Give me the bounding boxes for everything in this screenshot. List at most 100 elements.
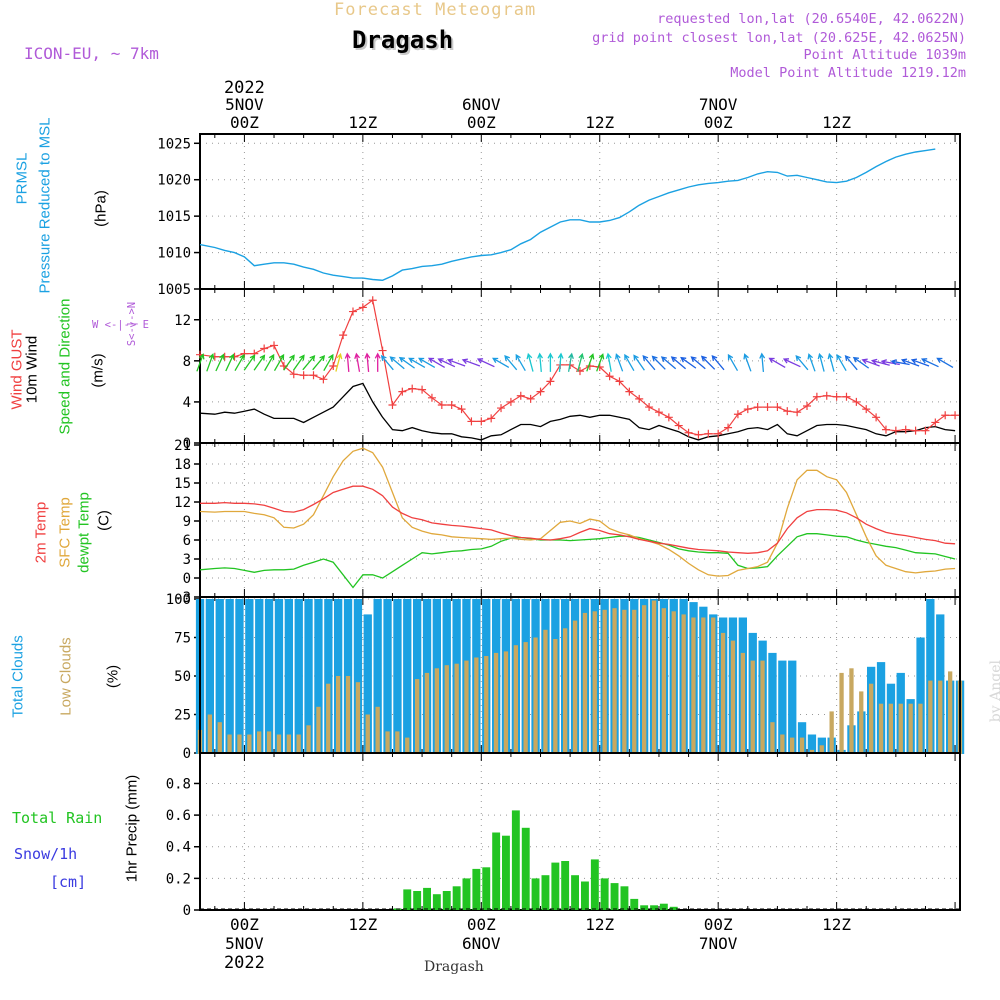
rain-bar	[581, 881, 589, 910]
bottom-time-label: 00Z	[704, 915, 733, 934]
gust-marker	[299, 371, 308, 380]
wind-arrow	[727, 353, 739, 372]
low-cloud-bar	[928, 680, 933, 754]
rain-bar	[482, 867, 491, 910]
gust-marker	[516, 391, 525, 400]
gust-marker	[654, 408, 663, 417]
wind-arrow	[670, 356, 687, 370]
wind-arrow	[427, 357, 446, 368]
wind-arrow	[910, 358, 930, 367]
total-cloud-bar	[353, 599, 363, 754]
gust-marker	[270, 341, 279, 350]
total-cloud-bar	[274, 599, 284, 754]
low-cloud-bar	[651, 600, 657, 754]
rain-bar	[521, 827, 530, 910]
gust-marker	[793, 408, 802, 417]
wind-arrow	[283, 354, 295, 371]
wind-arrow	[243, 354, 256, 371]
low-cloud-bar	[543, 629, 548, 754]
total-cloud-bar	[235, 599, 244, 754]
low-cloud-bar	[592, 611, 597, 754]
low-cloud-bar	[454, 663, 459, 754]
temp2m-line	[200, 485, 956, 554]
top-time-label: 00Z	[467, 113, 496, 132]
gust-marker	[546, 377, 555, 386]
wind-arrow	[344, 352, 351, 372]
total-cloud-bar	[363, 614, 372, 754]
wind-arrow	[225, 353, 235, 372]
low-cloud-bar	[365, 714, 370, 754]
y-tick-label: 15	[174, 476, 191, 492]
y-tick-label: 0.6	[166, 808, 191, 824]
gust-marker	[388, 401, 397, 409]
gust-marker	[931, 418, 940, 427]
low-cloud-bar	[237, 734, 242, 754]
low-cloud-bar	[770, 722, 775, 754]
snow-label: Snow/1h	[14, 845, 78, 863]
low-cloud-bar	[671, 611, 676, 754]
gust-marker	[427, 393, 436, 402]
low-cloud-bar	[572, 620, 578, 754]
low-cloud-bar	[207, 714, 212, 754]
bottom-time-label: 12Z	[822, 915, 851, 934]
rain-bar	[413, 891, 422, 910]
low-cloud-bar	[661, 608, 666, 754]
low-cloud-bar	[711, 617, 716, 754]
low-cloud-bar	[217, 722, 222, 754]
point-altitude: Point Altitude 1039m	[803, 47, 966, 63]
total-cloud-bar	[205, 599, 214, 754]
gust-marker	[497, 404, 506, 413]
grid-coords: grid point closest lon,lat (20.625E, 42.…	[592, 30, 966, 46]
gust-marker	[842, 392, 851, 401]
gust-marker	[812, 392, 821, 401]
low-cloud-bar	[730, 640, 736, 754]
total-cloud-bar	[324, 599, 333, 754]
low-cloud-bar	[720, 632, 726, 754]
gust-marker	[881, 425, 890, 434]
low-cloud-bar	[533, 637, 538, 754]
low-cloud-bar	[918, 703, 923, 754]
y-tick-label: -3	[174, 590, 191, 606]
low-cloud-bar	[869, 683, 874, 754]
gust-marker	[891, 426, 900, 435]
gust-marker	[447, 401, 456, 409]
rain-bar	[600, 878, 609, 910]
wind-arrow	[660, 356, 677, 370]
snow-unit: [cm]	[50, 873, 87, 891]
dewpt-line	[199, 533, 956, 589]
low-cloud-bar	[839, 672, 844, 754]
y-tick-label: 100	[166, 592, 191, 608]
gust-marker	[526, 394, 535, 403]
gust-marker	[289, 370, 298, 379]
panel-frame-clouds	[199, 596, 961, 754]
low-cloud-bar	[632, 609, 637, 754]
bottom-year-label: 2022	[224, 953, 265, 973]
wind-arrow	[743, 353, 752, 372]
low-cloud-bar	[474, 657, 479, 754]
low-cloud-bar	[780, 734, 785, 754]
wind-arrow	[504, 354, 518, 371]
total-cloud-bar	[215, 599, 224, 754]
wind-arrow	[302, 354, 316, 371]
y-tick-label: 0	[183, 436, 191, 452]
gust-marker	[783, 407, 792, 416]
wind-arrow	[890, 359, 910, 366]
wind-arrow	[836, 353, 847, 372]
rain-bar	[492, 832, 501, 910]
wind-arrow	[374, 352, 381, 372]
gust-marker	[803, 402, 812, 411]
panel-frame-wind	[199, 288, 961, 444]
top-date-label: 7NOV	[699, 95, 738, 114]
wind-arrow	[567, 352, 574, 372]
rain-bar	[432, 894, 441, 910]
gust-marker	[506, 397, 515, 406]
gust-marker	[714, 429, 723, 438]
low-cloud-bar	[948, 671, 953, 754]
low-cloud-bar	[938, 680, 943, 754]
gust-marker	[477, 417, 486, 426]
panel-frame-temperature	[199, 442, 961, 598]
wind-arrow	[861, 358, 880, 367]
wind-arrow	[492, 357, 510, 368]
y-tick-label: 1025	[157, 136, 191, 152]
gust-marker	[339, 331, 348, 340]
